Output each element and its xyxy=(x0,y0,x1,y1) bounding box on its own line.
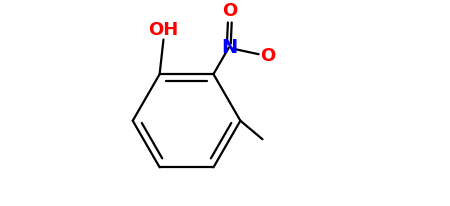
Text: O: O xyxy=(261,47,276,65)
Text: O: O xyxy=(222,2,238,20)
Text: N: N xyxy=(222,38,238,57)
Text: OH: OH xyxy=(148,20,179,38)
